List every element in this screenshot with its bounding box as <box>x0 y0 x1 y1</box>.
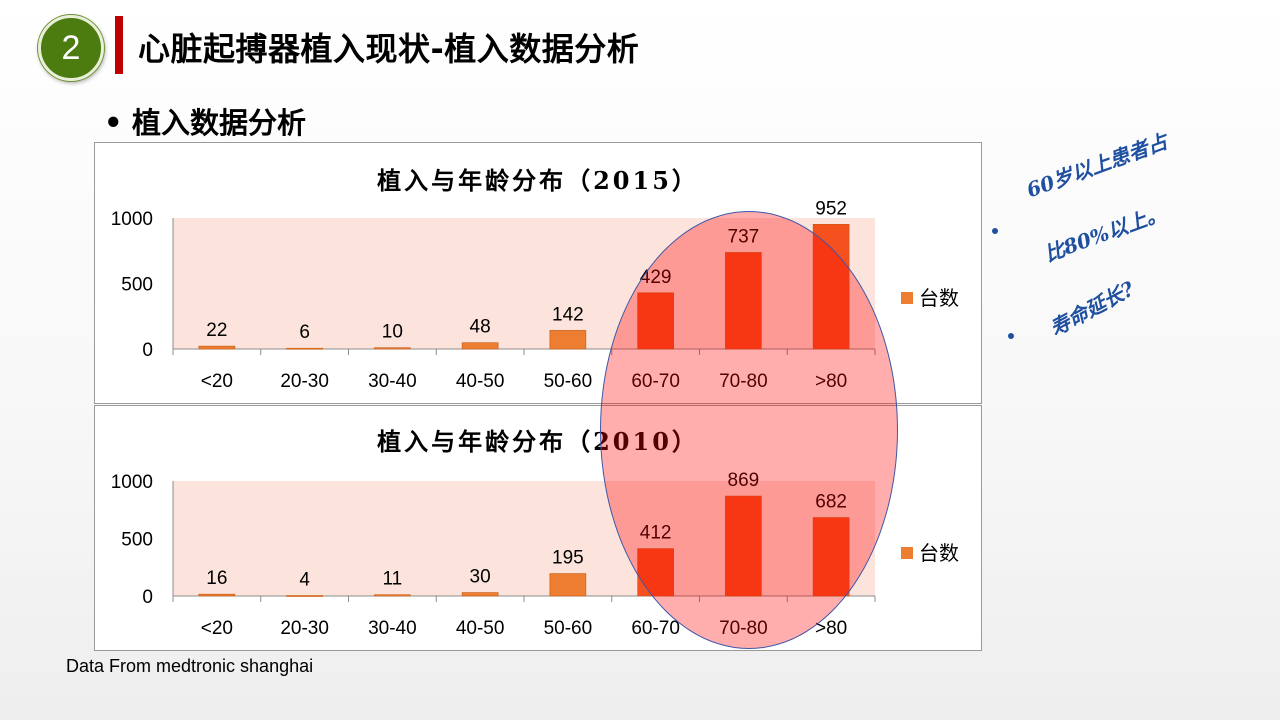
bar <box>374 594 411 597</box>
y-tick-label: 500 <box>121 530 153 551</box>
note-bullet-dot <box>1008 333 1014 339</box>
bar-value-label: 22 <box>206 320 227 341</box>
bar <box>198 345 236 350</box>
bar <box>725 495 762 597</box>
x-category-label: 40-50 <box>456 371 505 392</box>
bar <box>637 548 674 597</box>
bar <box>812 223 850 350</box>
bar <box>725 252 762 350</box>
bullet-dot: • <box>104 106 123 140</box>
bar <box>812 517 850 597</box>
x-category-label: 50-60 <box>544 371 593 392</box>
bar-value-label: 30 <box>470 567 491 588</box>
bar <box>549 573 587 597</box>
bar-value-label: 6 <box>299 322 310 343</box>
bar-value-label: 952 <box>815 198 847 219</box>
legend-swatch <box>901 292 913 304</box>
x-category-label: 50-60 <box>544 618 593 639</box>
x-category-label: <20 <box>201 618 233 639</box>
x-category-label: 20-30 <box>280 371 329 392</box>
bar-value-label: 11 <box>383 569 403 590</box>
chart-2015: 植入与年龄分布（2015） 0 500 1000 22 <20 6 20-30 10 30-40 4… <box>94 142 982 404</box>
bar <box>198 593 236 597</box>
annotation-note-1a: 60岁以上患者占 <box>1023 129 1171 203</box>
bar <box>549 330 587 350</box>
chart-title: 植入与年龄分布（2015） <box>377 166 699 195</box>
legend-label: 台数 <box>919 542 959 565</box>
bar-value-label: 48 <box>470 317 491 338</box>
legend-swatch <box>901 547 913 559</box>
bar-value-label: 195 <box>552 548 584 569</box>
bar <box>374 347 411 350</box>
bullet-heading: • 植入数据分析 <box>104 100 306 142</box>
chart-2010: 植入与年龄分布（2010） 0 500 1000 16 <20 4 20-30 11 30-40 3… <box>94 405 982 651</box>
x-category-label: 60-70 <box>631 371 680 392</box>
bullet-heading-text: 植入数据分析 <box>132 106 307 140</box>
y-tick-label: 500 <box>121 275 153 296</box>
x-category-label: 30-40 <box>368 618 417 639</box>
x-category-label: 70-80 <box>719 371 768 392</box>
plot-area <box>173 218 875 349</box>
bar-value-label: 682 <box>815 492 847 513</box>
y-tick-label: 1000 <box>111 472 153 493</box>
note-bullet-dot <box>992 228 998 234</box>
plot-area <box>173 481 875 596</box>
bar <box>286 595 323 597</box>
bar <box>637 292 674 350</box>
data-source-note: Data From medtronic shanghai <box>66 656 314 676</box>
bar <box>461 342 499 350</box>
bar <box>286 347 323 350</box>
bar-value-label: 429 <box>640 267 672 288</box>
slide-title: 心脏起搏器植入现状-植入数据分析 <box>138 30 640 68</box>
chart-2010-svg: 植入与年龄分布（2010） 0 500 1000 16 <20 4 20-30 11 30-40 3… <box>111 427 959 639</box>
annotation-note-2: 寿命延长? <box>1045 276 1139 341</box>
bar-value-label: 737 <box>728 226 760 247</box>
annotation-note-1b: 比80%以上。 <box>1041 200 1169 267</box>
x-category-label: >80 <box>815 371 847 392</box>
bar-value-label: 869 <box>728 470 760 491</box>
bar-value-label: 10 <box>382 322 403 343</box>
bar <box>461 592 499 597</box>
y-tick-label: 0 <box>142 340 153 361</box>
x-category-label: 40-50 <box>456 618 505 639</box>
x-category-label: 30-40 <box>368 371 417 392</box>
chart-2015-svg: 植入与年龄分布（2015） 0 500 1000 22 <20 6 20-30 10 30-40 4… <box>111 166 959 392</box>
legend-label: 台数 <box>919 287 959 310</box>
bar-value-label: 142 <box>552 304 584 325</box>
bar-value-label: 16 <box>206 568 227 589</box>
title-accent-bar <box>115 16 123 74</box>
slide-number-badge: 2 <box>38 15 104 81</box>
y-tick-label: 1000 <box>111 209 153 230</box>
x-category-label: >80 <box>815 618 847 639</box>
x-category-label: 20-30 <box>280 618 329 639</box>
x-category-label: 70-80 <box>719 618 768 639</box>
x-category-label: <20 <box>201 371 233 392</box>
y-tick-label: 0 <box>142 587 153 608</box>
x-category-label: 60-70 <box>631 618 680 639</box>
bar-value-label: 4 <box>299 570 310 591</box>
bar-value-label: 412 <box>640 523 672 544</box>
chart-title: 植入与年龄分布（2010） <box>377 427 699 456</box>
